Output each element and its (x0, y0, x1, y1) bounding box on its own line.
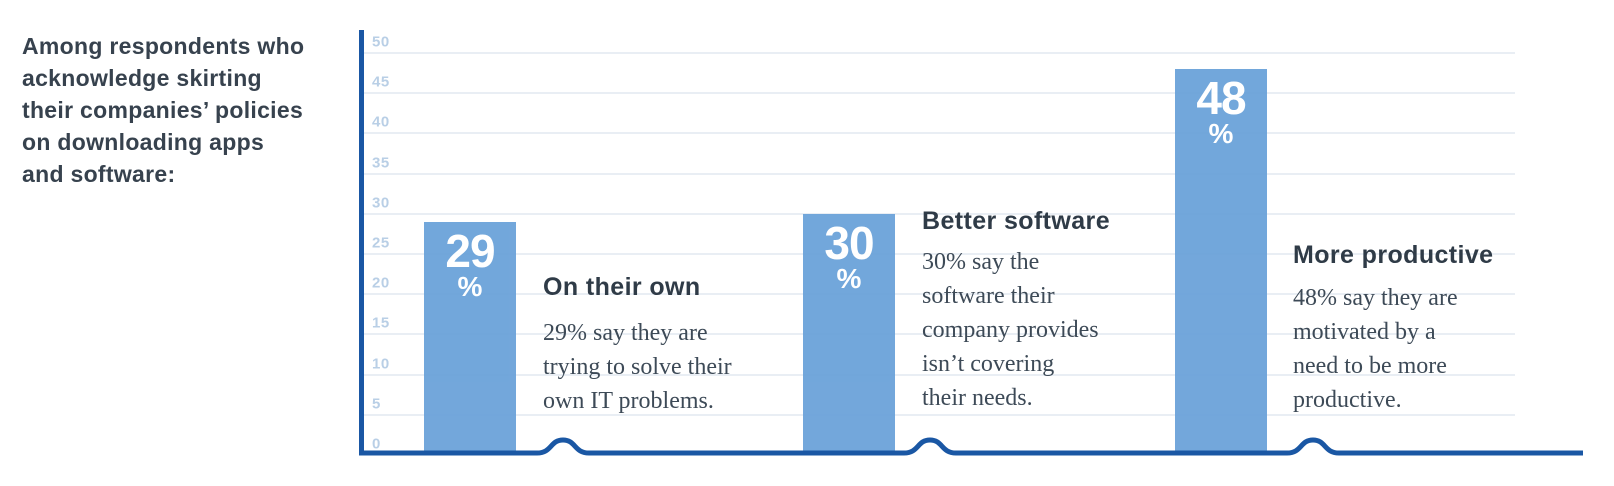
bar-value-label: 29 (445, 224, 495, 277)
annotation-heading: Better software (922, 207, 1110, 235)
gridline-50 (361, 52, 1515, 54)
x-axis-line (359, 437, 1583, 456)
y-axis-tick-label-0: 0 (372, 435, 381, 453)
bar-better-software: 30 % (803, 213, 895, 455)
y-axis-tick-label-15: 15 (372, 314, 390, 332)
y-axis-tick-label-10: 10 (372, 355, 390, 373)
y-axis-tick-label-35: 35 (372, 154, 390, 172)
y-axis-tick-label-20: 20 (372, 274, 390, 292)
y-axis-tick-label-50: 50 (372, 33, 390, 51)
bar-on-their-own: 29 % (424, 221, 516, 455)
gridline-15 (361, 333, 1515, 336)
annotation-heading: On their own (543, 273, 701, 301)
gridline-10 (361, 373, 1515, 376)
bar-unit-label: % (457, 270, 483, 302)
gridline-25 (361, 253, 1515, 255)
y-axis-tick-label-25: 25 (372, 234, 390, 252)
y-axis-tick-label-5: 5 (372, 395, 381, 413)
bar-unit-label: % (1208, 118, 1234, 150)
gridline-30 (361, 212, 1515, 215)
annotation-better-software: Better software 30% say the software the… (922, 206, 1110, 415)
intro-text: Among respondents who acknowledge skirti… (22, 33, 305, 187)
bar-unit-label: % (836, 262, 862, 294)
y-axis-line (359, 30, 364, 455)
annotation-heading: More productive (1293, 241, 1494, 269)
annotation-body: 30% say the software their company provi… (922, 249, 1099, 411)
annotation-more-productive: More productive 48% say they are motivat… (1293, 240, 1493, 417)
gridline-45 (361, 92, 1515, 95)
annotation-body: 29% say they are trying to solve their o… (543, 320, 732, 414)
x-axis-path-with-bumps (359, 437, 1583, 456)
bar-more-productive: 48 % (1175, 69, 1267, 455)
annotation-body: 48% say they are motivated by a need to … (1293, 285, 1458, 413)
y-axis-tick-label-40: 40 (372, 113, 390, 131)
y-axis-tick-label-30: 30 (372, 194, 390, 212)
annotation-on-their-own: On their own 29% say they are trying to … (543, 272, 732, 418)
bar-value-label: 30 (824, 216, 874, 269)
bar-value-label: 48 (1196, 72, 1246, 125)
gridline-20 (361, 293, 1515, 296)
gridline-5 (361, 413, 1515, 416)
gridline-35 (361, 172, 1515, 175)
gridline-40 (361, 132, 1515, 135)
y-axis-tick-label-45: 45 (372, 73, 390, 91)
